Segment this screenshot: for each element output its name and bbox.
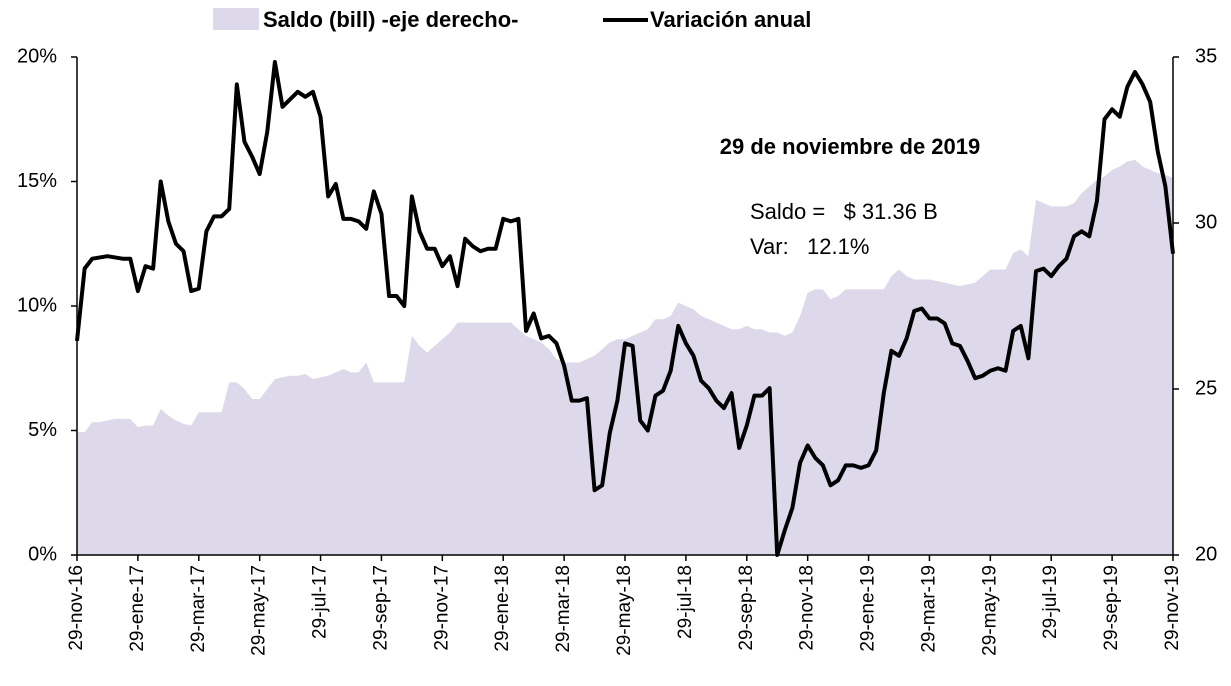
y2-tick-label: 30 <box>1195 211 1217 233</box>
x-tick-label: 29-sep-18 <box>736 565 757 651</box>
x-tick-label: 29-nov-18 <box>797 565 818 651</box>
annotation: Saldo = $ 31.36 B <box>750 199 938 224</box>
x-tick-label: 29-ene-17 <box>127 565 148 652</box>
x-tick-label: 29-nov-17 <box>431 565 452 651</box>
legend-area-swatch <box>213 8 259 30</box>
y2-tick-label: 35 <box>1195 45 1217 67</box>
y2-tick-label: 20 <box>1195 543 1217 565</box>
x-tick-label: 29-nov-16 <box>66 565 87 651</box>
x-tick-label: 29-ene-18 <box>492 565 513 652</box>
y-tick-label: 0% <box>28 543 57 565</box>
annotation: 29 de noviembre de 2019 <box>720 134 980 159</box>
x-tick-label: 29-mar-19 <box>918 565 939 653</box>
x-tick-label: 29-may-19 <box>979 565 1000 656</box>
x-tick-label: 29-may-17 <box>249 565 270 656</box>
y-tick-label: 10% <box>17 294 57 316</box>
y-tick-label: 5% <box>28 419 57 441</box>
y-tick-label: 15% <box>17 170 57 192</box>
x-tick-label: 29-nov-19 <box>1162 565 1183 651</box>
annotation: Var: 12.1% <box>750 234 869 259</box>
y-tick-label: 20% <box>17 45 57 67</box>
x-tick-label: 29-may-18 <box>614 565 635 656</box>
x-tick-label: 29-jul-18 <box>675 565 696 639</box>
x-tick-label: 29-jul-19 <box>1040 565 1061 639</box>
line <box>75 59 1175 557</box>
x-tick-label: 29-jul-17 <box>310 565 331 639</box>
x-tick-label: 29-mar-18 <box>553 565 574 653</box>
x-tick-label: 29-sep-17 <box>370 565 391 651</box>
legend-label: Saldo (bill) -eje derecho- <box>263 7 518 32</box>
legend-label: Variación anual <box>650 7 811 32</box>
x-tick-label: 29-sep-19 <box>1101 565 1122 651</box>
y2-tick-label: 25 <box>1195 377 1217 399</box>
x-tick-label: 29-mar-17 <box>188 565 209 653</box>
x-tick-label: 29-ene-19 <box>858 565 879 652</box>
